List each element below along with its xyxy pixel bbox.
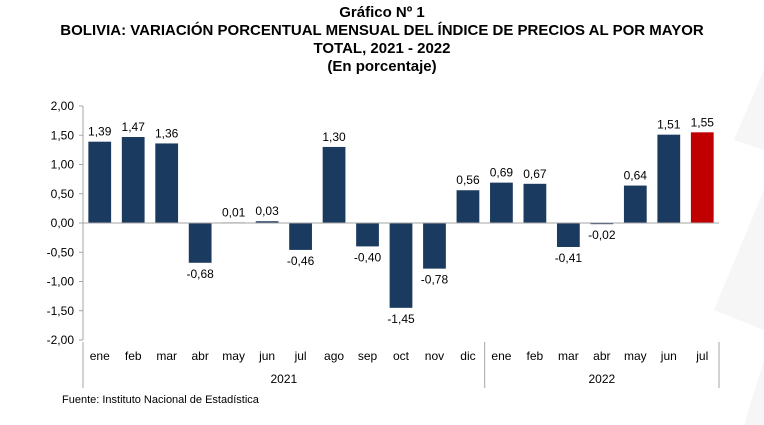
bar xyxy=(657,134,681,223)
bar xyxy=(289,223,312,250)
bar xyxy=(523,183,547,223)
x-tick-label: jun xyxy=(660,349,677,363)
data-label: 1,36 xyxy=(155,126,179,140)
y-tick-label: -0,50 xyxy=(47,245,75,259)
x-tick-label: may xyxy=(624,349,647,363)
bar xyxy=(389,223,413,308)
bar xyxy=(88,141,112,223)
bar xyxy=(590,223,614,225)
data-label: 1,47 xyxy=(122,120,146,134)
x-tick-label: feb xyxy=(125,349,142,363)
x-tick-label: mar xyxy=(558,349,579,363)
y-tick-label: -1,00 xyxy=(47,275,75,289)
bar xyxy=(490,182,513,223)
x-tick-label: mar xyxy=(156,349,177,363)
data-label: 1,55 xyxy=(691,115,715,129)
year-label: 2021 xyxy=(270,372,297,386)
data-label: -1,45 xyxy=(387,312,415,326)
chart-title: Gráfico Nº 1 xyxy=(339,4,425,21)
chart-units: (En porcentaje) xyxy=(327,58,437,75)
bar xyxy=(690,132,714,223)
x-tick-label: may xyxy=(222,349,245,363)
y-tick-label: 0,00 xyxy=(51,216,75,230)
watermark-decoration xyxy=(714,70,764,425)
bar xyxy=(556,223,580,247)
y-tick-label: 1,50 xyxy=(51,128,75,142)
x-tick-label: feb xyxy=(527,349,544,363)
data-label: 1,30 xyxy=(322,130,346,144)
y-tick-label: 1,00 xyxy=(51,158,75,172)
x-tick-label: jul xyxy=(294,349,307,363)
bar xyxy=(255,221,279,223)
data-label: -0,02 xyxy=(588,228,616,242)
data-label: 0,01 xyxy=(222,205,246,219)
bar xyxy=(121,137,145,223)
y-tick-label: 2,00 xyxy=(51,99,75,113)
x-tick-label: dic xyxy=(460,349,475,363)
x-tick-label: ene xyxy=(491,349,511,363)
data-label: 1,39 xyxy=(88,125,112,139)
data-label: -0,78 xyxy=(421,273,449,287)
x-tick-label: ago xyxy=(324,349,344,363)
data-label: 0,03 xyxy=(255,204,279,218)
data-label: -0,68 xyxy=(186,267,214,281)
data-label: 0,69 xyxy=(490,166,514,180)
x-tick-label: oct xyxy=(393,349,410,363)
data-label: -0,41 xyxy=(555,251,583,265)
data-label: 0,56 xyxy=(456,173,480,187)
x-tick-label: abr xyxy=(191,349,208,363)
bar xyxy=(456,190,480,223)
data-label: -0,40 xyxy=(354,250,382,264)
x-tick-label: jun xyxy=(258,349,275,363)
data-label: -0,46 xyxy=(287,254,315,268)
chart-subtitle-line1: BOLIVIA: VARIACIÓN PORCENTUAL MENSUAL DE… xyxy=(60,22,704,39)
data-label: 0,67 xyxy=(523,167,547,181)
bar xyxy=(356,223,379,247)
source-note: Fuente: Instituto Nacional de Estadístic… xyxy=(62,394,259,406)
x-tick-label: ene xyxy=(90,349,110,363)
y-tick-label: 0,50 xyxy=(51,187,75,201)
bar xyxy=(322,146,346,223)
bar xyxy=(423,223,446,269)
chart-title-block: Gráfico Nº 1 BOLIVIA: VARIACIÓN PORCENTU… xyxy=(0,4,764,76)
year-label: 2022 xyxy=(588,372,615,386)
data-label: 1,51 xyxy=(657,118,681,132)
x-tick-label: abr xyxy=(593,349,610,363)
data-label: 0,64 xyxy=(624,169,648,183)
y-tick-label: -2,00 xyxy=(47,333,75,347)
x-tick-label: sep xyxy=(358,349,378,363)
bar xyxy=(155,143,179,223)
chart-subtitle-line2: TOTAL, 2021 - 2022 xyxy=(313,40,451,57)
bar xyxy=(623,185,647,223)
x-tick-label: jul xyxy=(695,349,708,363)
y-tick-label: -1,50 xyxy=(47,304,75,318)
x-tick-label: nov xyxy=(425,349,444,363)
bar xyxy=(188,223,212,263)
